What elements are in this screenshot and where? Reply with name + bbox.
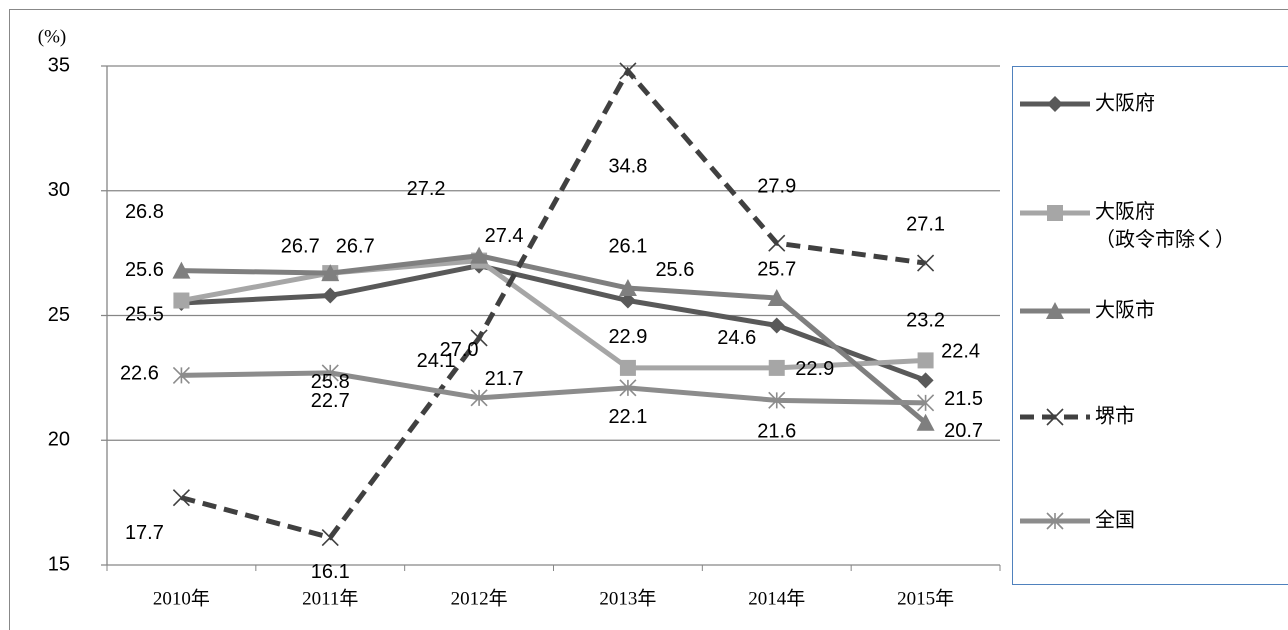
- y-axis-label: (%): [38, 26, 66, 47]
- data-label: 25.8: [311, 371, 350, 393]
- legend-label: 全国: [1095, 508, 1135, 531]
- marker: [916, 413, 935, 431]
- marker: [172, 489, 190, 507]
- marker: [768, 359, 785, 376]
- legend-label: 大阪府 （政令市除く）: [1095, 200, 1235, 251]
- data-label: 21.5: [944, 388, 983, 410]
- marker: [618, 279, 637, 297]
- series-line: [181, 253, 928, 425]
- y-tick-label: 15: [48, 553, 70, 575]
- data-label: 22.1: [608, 406, 647, 428]
- legend-label: 大阪市: [1095, 298, 1155, 321]
- marker: [321, 364, 339, 382]
- data-label: 25.6: [655, 259, 694, 281]
- data-label: 21.7: [485, 368, 524, 390]
- marker: [321, 528, 339, 547]
- data-label: 26.1: [608, 235, 647, 257]
- marker: [768, 234, 786, 252]
- marker: [173, 292, 190, 309]
- series-line: [180, 258, 926, 371]
- marker: [1046, 408, 1064, 426]
- series-line: [181, 370, 926, 406]
- marker: [321, 264, 340, 282]
- series-line: [180, 66, 926, 541]
- marker: [470, 246, 489, 264]
- marker: [470, 329, 488, 347]
- data-label: 34.8: [608, 155, 647, 177]
- marker: [1046, 302, 1064, 319]
- series: [172, 364, 935, 412]
- marker: [322, 287, 339, 304]
- series-line: [181, 263, 927, 383]
- x-tick-label: 2013年: [599, 587, 656, 609]
- data-label: 27.2: [407, 178, 446, 200]
- data-label: 25.7: [757, 258, 796, 280]
- legend-box: [1012, 66, 1288, 585]
- data-label: 27.9: [757, 175, 796, 197]
- data-label: 23.2: [906, 310, 945, 332]
- data-label: 25.6: [125, 259, 164, 281]
- marker: [917, 372, 934, 389]
- data-label: 27.0: [440, 339, 479, 361]
- series: [172, 246, 935, 431]
- data-label: 26.7: [336, 235, 375, 257]
- marker: [470, 389, 488, 407]
- marker: [619, 359, 636, 376]
- y-tick-label: 20: [48, 429, 70, 451]
- legend-label: 大阪府: [1095, 91, 1155, 114]
- marker: [917, 254, 935, 272]
- legend-label: 堺市: [1095, 404, 1135, 427]
- x-tick-label: 2011年: [302, 587, 358, 609]
- marker: [1047, 96, 1063, 112]
- y-tick-label: 25: [48, 304, 70, 326]
- marker: [768, 391, 786, 409]
- data-label: 20.7: [944, 420, 983, 442]
- data-label: 27.4: [485, 225, 524, 247]
- legend-label-line: 大阪府: [1095, 200, 1155, 223]
- marker: [917, 394, 935, 412]
- data-label: 22.9: [795, 358, 834, 380]
- chart-frame: [9, 9, 1288, 630]
- series: [172, 62, 935, 547]
- data-label: 21.6: [757, 421, 796, 443]
- marker: [1046, 512, 1064, 530]
- y-tick-label: 35: [48, 54, 70, 76]
- marker: [767, 289, 786, 307]
- data-label: 16.1: [311, 561, 350, 583]
- x-tick-label: 2014年: [748, 587, 805, 609]
- data-label: 22.7: [311, 390, 350, 412]
- data-label: 22.9: [608, 326, 647, 348]
- data-label: 24.6: [717, 327, 756, 349]
- marker: [619, 379, 637, 397]
- data-label: 22.4: [941, 341, 980, 363]
- marker: [1047, 205, 1063, 221]
- legend-label-line: （政令市除く）: [1095, 228, 1235, 251]
- data-label: 27.1: [906, 213, 945, 235]
- data-label: 26.7: [281, 235, 320, 257]
- data-label: 26.8: [125, 201, 164, 223]
- data-label: 25.5: [125, 303, 164, 325]
- marker: [917, 352, 934, 369]
- marker: [619, 292, 636, 309]
- x-tick-label: 2015年: [897, 587, 954, 609]
- marker: [172, 261, 191, 279]
- data-label: 22.6: [120, 363, 159, 385]
- data-label: 17.7: [125, 522, 164, 544]
- data-label: 24.1: [417, 350, 456, 372]
- marker: [172, 366, 190, 384]
- y-tick-label: 30: [48, 179, 70, 201]
- marker: [619, 62, 637, 80]
- marker: [768, 317, 785, 334]
- x-tick-label: 2010年: [153, 587, 210, 609]
- x-tick-label: 2012年: [451, 587, 508, 609]
